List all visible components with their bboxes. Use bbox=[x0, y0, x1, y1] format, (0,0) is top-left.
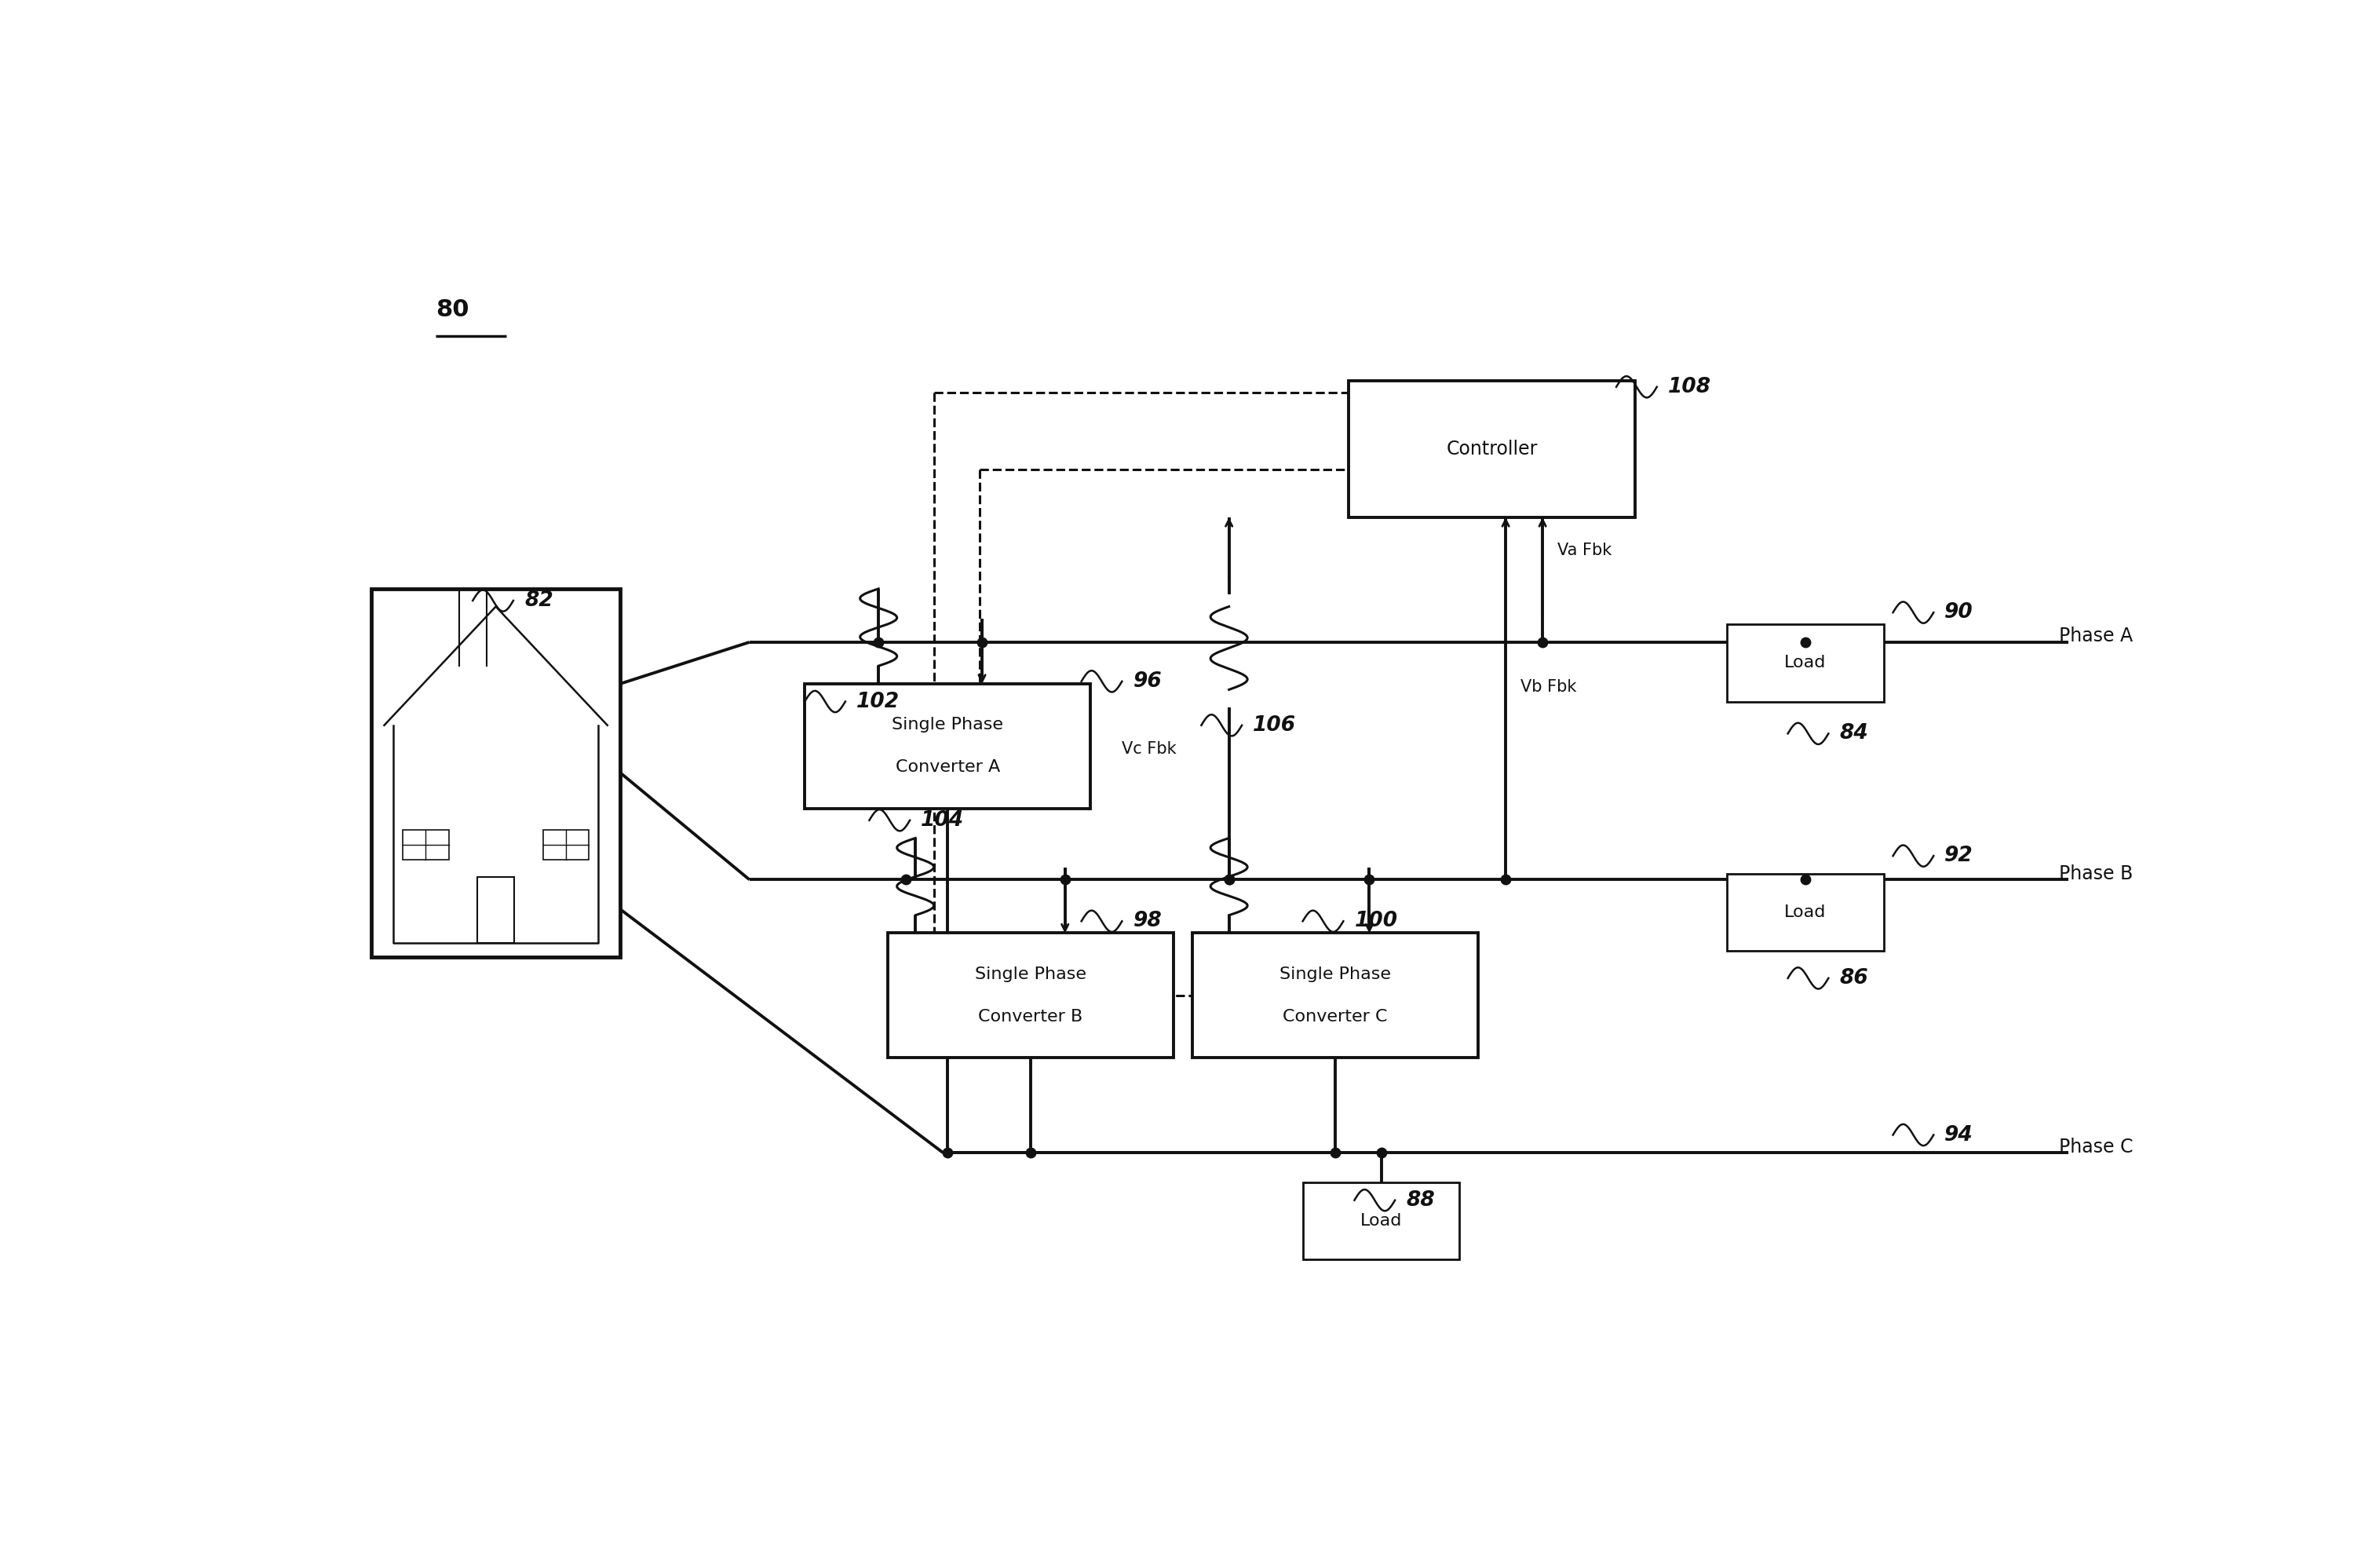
Text: 94: 94 bbox=[1944, 1124, 1973, 1146]
Bar bbox=[402, 830, 450, 859]
Text: 86: 86 bbox=[1840, 968, 1868, 988]
Text: Va Fbk: Va Fbk bbox=[1557, 543, 1611, 558]
Bar bbox=[543, 830, 588, 859]
Text: Single Phase: Single Phase bbox=[976, 967, 1085, 982]
Text: 106: 106 bbox=[1252, 715, 1297, 736]
Bar bbox=[478, 877, 514, 942]
Text: 84: 84 bbox=[1840, 723, 1868, 743]
Text: Phase B: Phase B bbox=[2059, 864, 2132, 884]
Text: Load: Load bbox=[1785, 655, 1825, 671]
Text: Converter C: Converter C bbox=[1283, 1008, 1388, 1024]
Text: Load: Load bbox=[1361, 1214, 1402, 1229]
Text: 96: 96 bbox=[1133, 671, 1161, 691]
Bar bbox=[1349, 381, 1635, 518]
Bar bbox=[1728, 874, 1885, 951]
Text: Vb Fbk: Vb Fbk bbox=[1521, 678, 1576, 694]
Text: 98: 98 bbox=[1133, 911, 1161, 931]
Bar bbox=[888, 933, 1173, 1058]
Text: Single Phase: Single Phase bbox=[892, 717, 1004, 732]
Bar bbox=[381, 595, 612, 951]
Text: Phase C: Phase C bbox=[2059, 1138, 2132, 1156]
Bar bbox=[1728, 625, 1885, 702]
Text: Vc Fbk: Vc Fbk bbox=[1121, 742, 1176, 757]
Text: 92: 92 bbox=[1944, 845, 1973, 867]
Bar bbox=[371, 589, 621, 956]
Text: Converter A: Converter A bbox=[895, 760, 1000, 776]
Text: 100: 100 bbox=[1354, 911, 1397, 931]
Text: Single Phase: Single Phase bbox=[1280, 967, 1390, 982]
Text: 82: 82 bbox=[524, 591, 552, 611]
Text: 88: 88 bbox=[1407, 1190, 1435, 1210]
Text: 80: 80 bbox=[436, 298, 469, 321]
Text: 108: 108 bbox=[1668, 376, 1711, 398]
Text: Phase A: Phase A bbox=[2059, 626, 2132, 646]
Text: 90: 90 bbox=[1944, 603, 1973, 623]
Bar bbox=[804, 683, 1090, 808]
Text: 104: 104 bbox=[921, 810, 964, 831]
Text: 102: 102 bbox=[857, 691, 900, 712]
Bar bbox=[1302, 1183, 1459, 1260]
Bar bbox=[1192, 933, 1478, 1058]
Text: Load: Load bbox=[1785, 905, 1825, 921]
Text: Controller: Controller bbox=[1447, 439, 1537, 458]
Text: Converter B: Converter B bbox=[978, 1008, 1083, 1024]
